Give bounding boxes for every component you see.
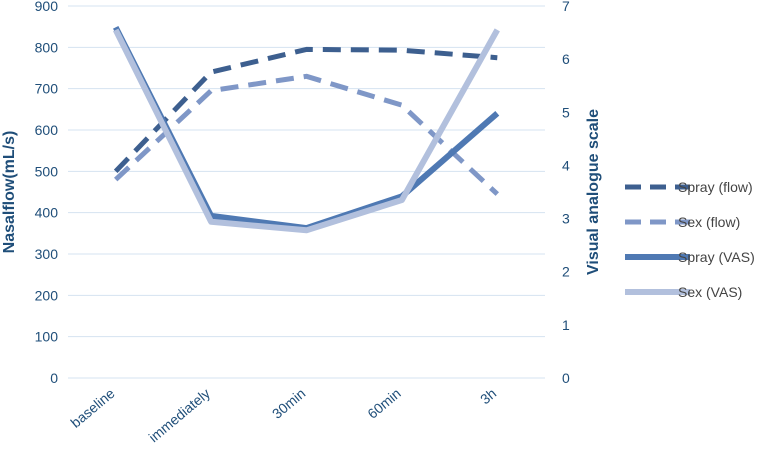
y-tick-label-right: 6 [562, 51, 570, 67]
series-line [113, 46, 498, 174]
y-tick-label-left: 100 [35, 329, 59, 345]
y-tick-label-left: 900 [35, 0, 59, 14]
y-tick-label-left: 500 [35, 163, 59, 179]
legend-label: Sex (VAS) [678, 284, 742, 300]
y-tick-label-left: 0 [50, 370, 58, 386]
y-tick-label-right: 4 [562, 157, 570, 173]
y-tick-label-left: 700 [35, 81, 59, 97]
y-tick-label-left: 600 [35, 122, 59, 138]
legend-label: Spray (VAS) [678, 249, 755, 265]
x-tick-label: 3h [477, 385, 499, 407]
legend: Spray (flow) Sex (flow) Spray (VAS) Sex (VA… [625, 179, 755, 300]
y-tick-label-left: 800 [35, 39, 59, 55]
legend-label: Sex (flow) [678, 214, 740, 230]
x-tick-label: immediately [146, 385, 214, 445]
y-tick-label-right: 0 [562, 370, 570, 386]
y-tick-label-left: 200 [35, 287, 59, 303]
y-tick-label-right: 1 [562, 317, 570, 333]
y-tick-label-right: 7 [562, 0, 570, 14]
y-axis-title-left: Nasalflow(mL/s) [1, 131, 18, 254]
axes: Nasalflow(mL/s) Visual analogue scale 0 1… [1, 0, 602, 445]
y-tick-label-right: 2 [562, 264, 570, 280]
x-tick-label: 30min [269, 385, 309, 422]
y-tick-label-right: 5 [562, 104, 570, 120]
y-tick-label-left: 400 [35, 205, 59, 221]
series-layer [113, 25, 500, 234]
legend-label: Spray (flow) [678, 179, 753, 195]
y-tick-label-left: 300 [35, 246, 59, 262]
x-tick-label: baseline [67, 385, 117, 431]
gridlines [68, 5, 545, 379]
y-axis-title-right: Visual analogue scale [585, 109, 602, 275]
y-tick-label-right: 3 [562, 211, 570, 227]
x-tick-label: 60min [364, 385, 404, 422]
